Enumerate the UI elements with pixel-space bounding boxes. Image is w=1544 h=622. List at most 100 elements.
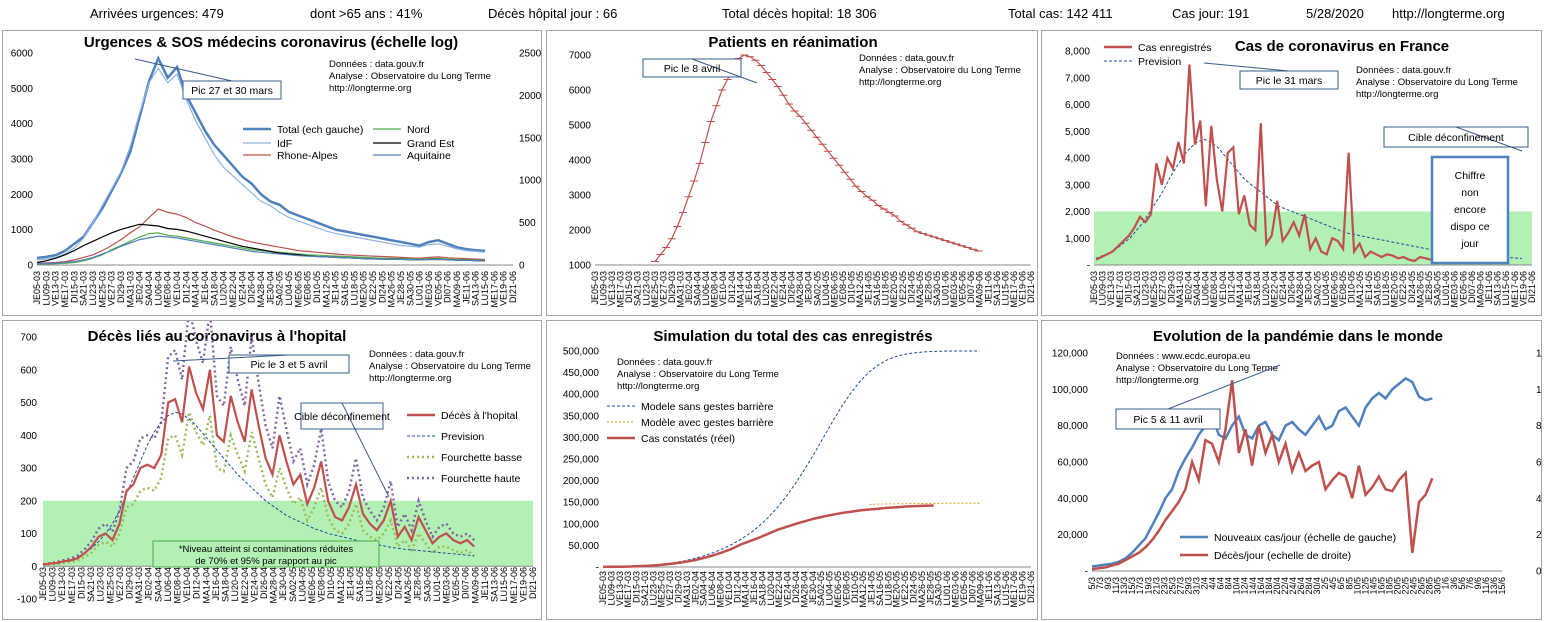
- x-tick-label: VE10-04: [172, 271, 182, 306]
- footnote: *Niveau atteint si contaminations réduit…: [179, 544, 354, 567]
- x-tick-label: SA13-06: [1493, 271, 1503, 306]
- y-tick-label: 80,000: [1057, 421, 1088, 432]
- x-tick-label: MA14-04: [741, 571, 751, 608]
- x-tick-label: SA21-03: [633, 271, 643, 306]
- target-annotation-box: [300, 402, 384, 430]
- x-tick-label: JE05-03: [1089, 271, 1099, 305]
- legend-item: Aquitaine: [407, 150, 451, 162]
- x-tick-label: VE24-04: [783, 571, 793, 606]
- y2-tick-label: 2500: [519, 49, 542, 60]
- x-tick-label: 9/6: [1473, 577, 1483, 590]
- x-tick-label: DI24-05: [377, 271, 387, 303]
- legend-item: Fourchette basse: [441, 452, 522, 464]
- x-tick-label: MA14-04: [735, 271, 745, 308]
- x-tick-label: 16/4: [1256, 577, 1266, 595]
- y-tick-label: -100: [17, 595, 37, 606]
- x-tick-label: MA09-06: [976, 571, 986, 608]
- x-tick-label: 12/4: [1240, 577, 1250, 595]
- x-tick-label: VE13-03: [57, 567, 67, 602]
- x-tick-label: VE22-05: [384, 567, 394, 602]
- x-tick-label: SA02-05: [816, 571, 826, 606]
- x-tick-label: SA02-05: [275, 271, 285, 306]
- x-tick-label: MA28-04: [1295, 271, 1305, 308]
- x-tick-label: DI21-06: [1026, 571, 1036, 603]
- header-date: 5/28/2020: [1306, 6, 1364, 21]
- chart-title: Décès liés au coronavirus à l'hopital: [88, 328, 347, 345]
- target-annotation: Cible déconfinement: [294, 411, 390, 423]
- x-tick-label: SA13-06: [471, 271, 481, 306]
- footnote-line: *Niveau atteint si contaminations réduit…: [179, 544, 354, 555]
- y-tick-label: 0: [31, 562, 37, 573]
- x-tick-label: SA16-05: [340, 271, 350, 306]
- low-range-line: [42, 411, 476, 567]
- y-tick-label: 100,000: [563, 519, 600, 530]
- x-tick-label: LU15-06: [499, 567, 509, 602]
- source-note: http://longterme.org: [1116, 375, 1198, 386]
- source-note: Données : data.gouv.fr: [617, 357, 712, 368]
- x-tick-label: 22/5: [1401, 577, 1411, 595]
- x-tick-label: MA26-05: [387, 271, 397, 308]
- y-tick-label: 20,000: [1057, 530, 1088, 541]
- chart-svg: Décès liés au coronavirus à l'hopital -10…: [17, 321, 538, 606]
- series-line: [1091, 376, 1433, 568]
- x-tick-label: ME17-06: [1009, 571, 1019, 608]
- chart-svg: Cas de coronavirus en France - 1,000 2,000 3…: [1065, 38, 1537, 308]
- x-tick-label: DI12-04: [732, 571, 742, 603]
- legend-item: Modele sans gestes barrière: [641, 401, 774, 413]
- x-tick-label: 8/4: [1224, 577, 1234, 590]
- y-tick-label: 3000: [569, 191, 592, 202]
- source-note: Données : data.gouv.fr: [369, 349, 464, 360]
- x-tick-label: ME20-05: [892, 571, 902, 608]
- x-tick-label: 3/6: [1449, 577, 1459, 590]
- chart-simulation: Simulation du total des cas enregistrés -…: [546, 320, 1038, 620]
- x-tick-label: JE14-05: [1364, 271, 1374, 305]
- legend-item: Nouveaux cas/jour (échelle de gauche): [1214, 532, 1396, 544]
- x-tick-label: LU20-04: [761, 271, 771, 306]
- x-tick-label: LU04-05: [1321, 271, 1331, 306]
- x-tick-label: ME17-06: [1510, 271, 1520, 308]
- x-tick-label: SA18-04: [221, 567, 231, 602]
- x-tick-label: LU23-03: [1141, 271, 1151, 306]
- x-tick-label: DI07-06: [461, 567, 471, 599]
- chart-title: Simulation du total des cas enregistrés: [653, 328, 932, 345]
- x-tick-label: ME03-06: [1450, 271, 1460, 308]
- x-tick-label: DI21-06: [1527, 271, 1537, 303]
- x-tick-label: JE05-03: [38, 567, 48, 601]
- x-tick-label: JE14-05: [331, 271, 341, 305]
- x-tick-label: VE19-06: [1518, 271, 1528, 306]
- x-tick-label: MA26-05: [403, 567, 413, 604]
- chart-svg: Evolution de la pandémie dans le monde - 2…: [1052, 328, 1541, 595]
- x-tick-label: ME03-06: [951, 571, 961, 608]
- x-tick-label: JE16-04: [211, 567, 221, 601]
- x-tick-label: JE14-05: [346, 567, 356, 601]
- x-tick-label: JE28-05: [413, 567, 423, 601]
- y-tick-label: 1000: [569, 261, 592, 272]
- x-tick-label: ME22-04: [774, 571, 784, 608]
- header-cas-jour: Cas jour: 191: [1172, 6, 1250, 21]
- x-tick-label: DI29-03: [674, 571, 684, 603]
- x-tick-label: DI07-06: [443, 271, 453, 303]
- x-tick-label: MA12-05: [855, 271, 865, 308]
- x-tick-label: LU09-03: [1098, 271, 1108, 306]
- x-tick-label: DI21-06: [528, 567, 538, 599]
- y-tick-label: 0: [27, 261, 33, 272]
- x-tick-label: SA21-03: [79, 271, 89, 306]
- y2-tick-label: 2000: [519, 91, 542, 102]
- x-tick-label: SA30-05: [932, 271, 942, 306]
- x-tick-label: ME22-04: [1269, 271, 1279, 308]
- x-tick-label: JE02-04: [144, 567, 154, 601]
- x-tick-label: VE13-03: [615, 571, 625, 606]
- x-tick-label: VE27-03: [115, 567, 125, 602]
- y-tick-label: 1,000: [1065, 234, 1090, 245]
- x-tick-label: 23/3: [1159, 577, 1169, 595]
- x-tick-label: VE13-03: [1106, 271, 1116, 306]
- x-tick-label: LU09-03: [48, 567, 58, 602]
- x-tick-label: DI10-05: [850, 571, 860, 603]
- x-tick-label: SA30-05: [405, 271, 415, 306]
- y-tick-label: 4,000: [1065, 154, 1090, 165]
- x-tick-label: VE19-06: [1018, 571, 1028, 606]
- x-tick-label: VE19-06: [518, 567, 528, 602]
- x-tick-label: MA09-06: [452, 271, 462, 308]
- x-tick-label: 17/3: [1135, 577, 1145, 595]
- x-tick-label: ME17-03: [60, 271, 70, 308]
